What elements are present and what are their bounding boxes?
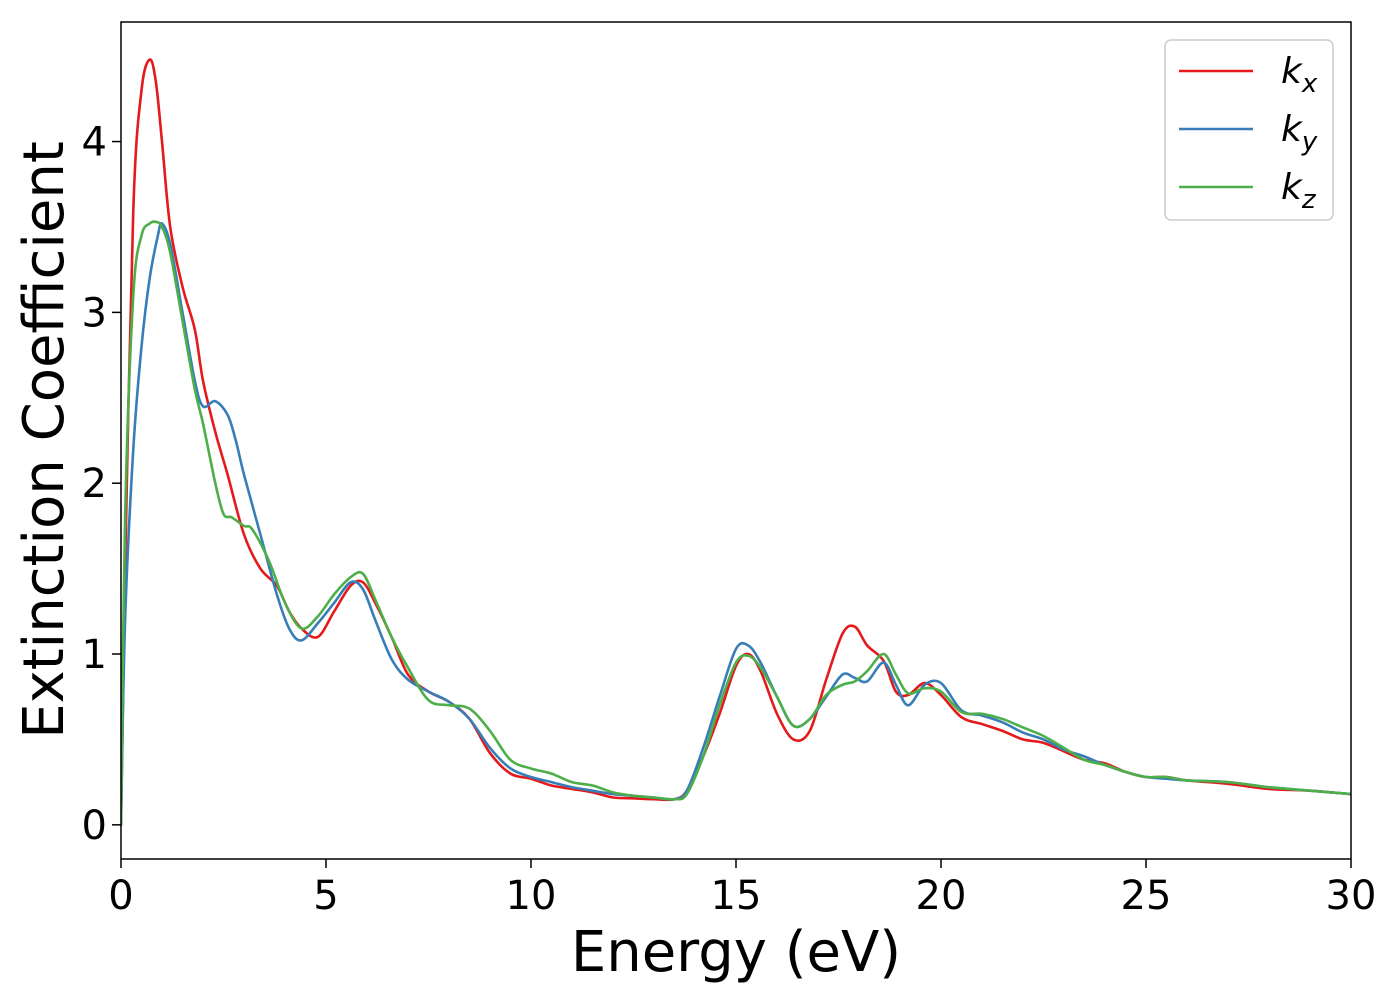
legend-label-subscript: y — [1301, 127, 1318, 157]
y-tick-label: 3 — [82, 290, 107, 336]
y-tick-label: 1 — [82, 632, 107, 678]
x-axis-label: Energy (eV) — [571, 920, 901, 985]
x-tick-label: 0 — [108, 873, 133, 919]
y-tick-label: 2 — [82, 461, 107, 507]
legend-label-subscript: z — [1301, 185, 1317, 215]
legend-label-x: kx — [1281, 51, 1318, 99]
x-tick-label: 20 — [916, 873, 967, 919]
series-line-x — [121, 58, 1351, 827]
legend-label-base: k — [1281, 109, 1304, 150]
x-tick-label: 15 — [711, 873, 762, 919]
y-axis-ticks: 0 1 2 3 4 — [82, 120, 121, 849]
legend-label-base: k — [1281, 51, 1304, 92]
y-axis-label: Extinction Coefficient — [12, 141, 77, 739]
legend-label-z: kz — [1281, 167, 1317, 215]
series-line-z — [121, 220, 1351, 827]
legend-label-subscript: x — [1301, 69, 1318, 99]
x-tick-label: 10 — [506, 873, 557, 919]
series-layer — [121, 58, 1351, 827]
series-line-y — [121, 221, 1351, 827]
y-tick-label: 0 — [82, 803, 107, 849]
x-tick-label: 5 — [313, 873, 338, 919]
x-axis-ticks: 0 5 10 15 20 25 30 — [108, 859, 1376, 919]
y-tick-label: 4 — [82, 120, 107, 166]
x-tick-label: 25 — [1121, 873, 1172, 919]
legend-label-y: ky — [1281, 109, 1318, 157]
legend-label-base: k — [1281, 167, 1304, 208]
x-tick-label: 30 — [1326, 873, 1377, 919]
